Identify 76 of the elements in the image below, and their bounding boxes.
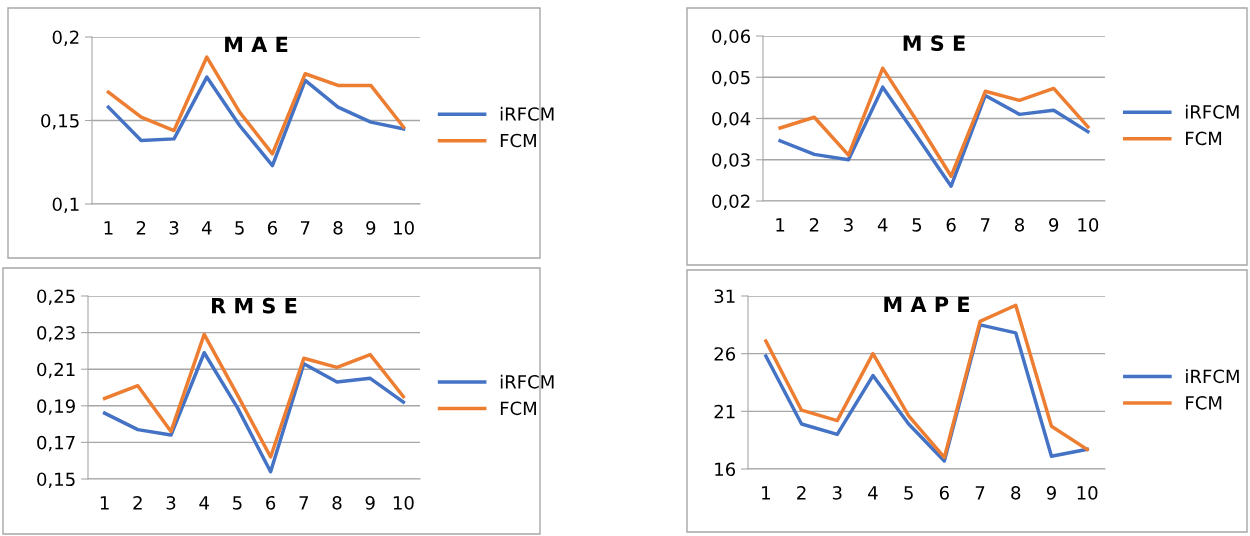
x-tick-label: 9 — [366, 220, 376, 235]
x-tick-label: 8 — [1011, 485, 1021, 500]
x-tick-label: 7 — [975, 486, 985, 500]
x-tick-label: 10 — [1077, 485, 1098, 500]
legend-label: FCM — [500, 133, 536, 148]
legend-label: FCM — [1186, 395, 1222, 410]
line-series — [102, 332, 406, 459]
x-tick-label: 8 — [333, 220, 343, 235]
x-tick-label: 1 — [776, 218, 785, 232]
x-tick-label: 1 — [104, 221, 113, 235]
x-tick-label: 3 — [832, 485, 842, 500]
x-tick-label: 6 — [939, 485, 949, 500]
x-tick-label: 10 — [393, 495, 414, 510]
y-tick-label: 0,25 — [37, 289, 75, 305]
legend-label: FCM — [500, 401, 536, 416]
x-tick-label: 4 — [201, 221, 212, 235]
chart-title: R M S E — [212, 297, 297, 314]
y-tick-label: 26 — [714, 347, 736, 361]
y-tick-label: 16 — [715, 462, 736, 477]
x-tick-label: 1 — [100, 496, 109, 510]
x-tick-label: 1 — [762, 486, 770, 500]
legend-label: iRFCM — [1185, 104, 1239, 119]
legend-label: FCM — [1186, 131, 1222, 146]
x-tick-label: 2 — [797, 485, 806, 500]
y-tick-label: 0,1 — [52, 197, 79, 213]
x-tick-label: 4 — [199, 496, 209, 510]
x-tick-label: 3 — [169, 220, 179, 235]
legend-label: iRFCM — [1186, 369, 1239, 384]
y-tick-label: 0,21 — [37, 362, 75, 379]
x-tick-label: 5 — [904, 486, 913, 500]
y-tick-label: 0,06 — [712, 29, 751, 45]
x-tick-label: 9 — [1049, 217, 1059, 232]
x-tick-label: 9 — [1046, 485, 1056, 500]
y-tick-label: 0,15 — [37, 472, 75, 488]
y-tick-label: 31 — [714, 289, 735, 304]
x-tick-label: 8 — [332, 495, 342, 510]
x-tick-label: 9 — [365, 495, 375, 510]
x-tick-label: 7 — [981, 218, 990, 232]
x-tick-label: 5 — [235, 221, 244, 235]
chart-title: M A P E — [884, 296, 970, 312]
line-series — [778, 66, 1090, 178]
chart-title: M A E — [225, 36, 288, 53]
x-tick-label: 3 — [844, 217, 853, 232]
x-tick-label: 5 — [233, 496, 242, 510]
x-tick-label: 5 — [912, 218, 922, 232]
x-tick-label: 10 — [1078, 217, 1099, 232]
x-tick-label: 7 — [300, 221, 310, 235]
y-tick-label: 0,15 — [41, 113, 79, 130]
y-tick-label: 21 — [714, 404, 735, 419]
x-tick-label: 3 — [166, 495, 176, 510]
x-tick-label: 7 — [299, 496, 308, 510]
x-tick-label: 4 — [877, 218, 888, 232]
legend-label: iRFCM — [500, 374, 554, 389]
legend-label: iRFCM — [500, 106, 554, 121]
x-tick-label: 2 — [133, 495, 142, 510]
y-tick-label: 0,19 — [37, 399, 75, 415]
x-tick-label: 8 — [1014, 217, 1025, 232]
x-tick-label: 2 — [809, 217, 819, 232]
x-tick-label: 10 — [394, 220, 414, 235]
x-tick-label: 6 — [266, 495, 276, 510]
line-series — [778, 85, 1090, 188]
y-tick-label: 0,04 — [712, 111, 751, 128]
line-series — [102, 350, 406, 474]
x-tick-label: 6 — [267, 220, 278, 235]
line-series — [106, 75, 406, 168]
x-tick-label: 6 — [946, 217, 956, 232]
chart-title: M S E — [903, 35, 965, 52]
y-tick-label: 0,03 — [712, 153, 750, 169]
y-tick-label: 0,02 — [712, 194, 750, 210]
line-series — [106, 55, 406, 156]
y-tick-label: 0,17 — [37, 435, 75, 452]
y-tick-label: 0,05 — [712, 70, 750, 87]
x-tick-label: 2 — [136, 220, 146, 235]
y-tick-label: 0,23 — [37, 326, 75, 342]
x-tick-label: 4 — [868, 486, 878, 500]
y-tick-label: 0,2 — [52, 30, 79, 46]
